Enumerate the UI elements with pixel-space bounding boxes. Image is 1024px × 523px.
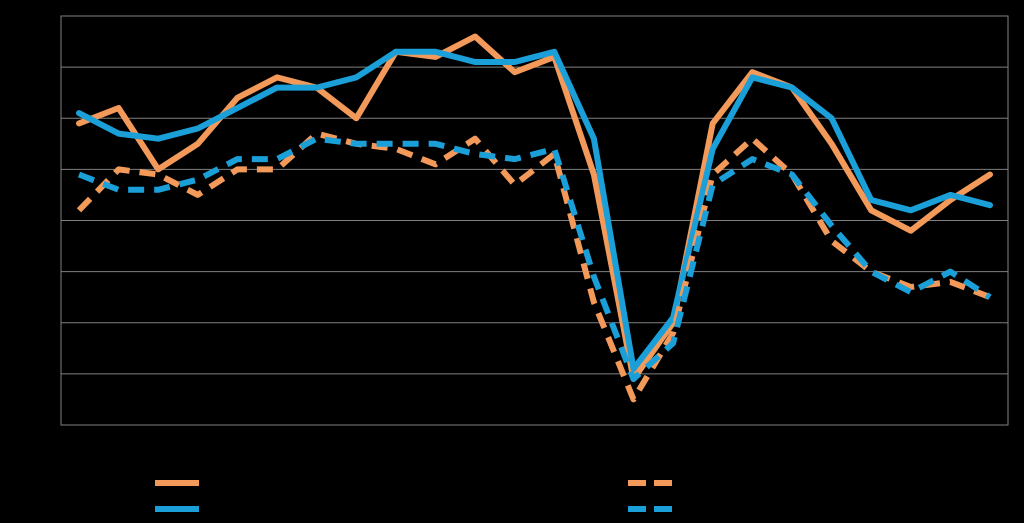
series-line-1 [76, 33, 993, 382]
gridlines [61, 66, 1008, 375]
series-line-4 [77, 135, 992, 382]
series-line-3 [76, 130, 992, 403]
legend [155, 480, 672, 512]
series-line-2 [76, 48, 993, 372]
series-group [76, 33, 993, 403]
